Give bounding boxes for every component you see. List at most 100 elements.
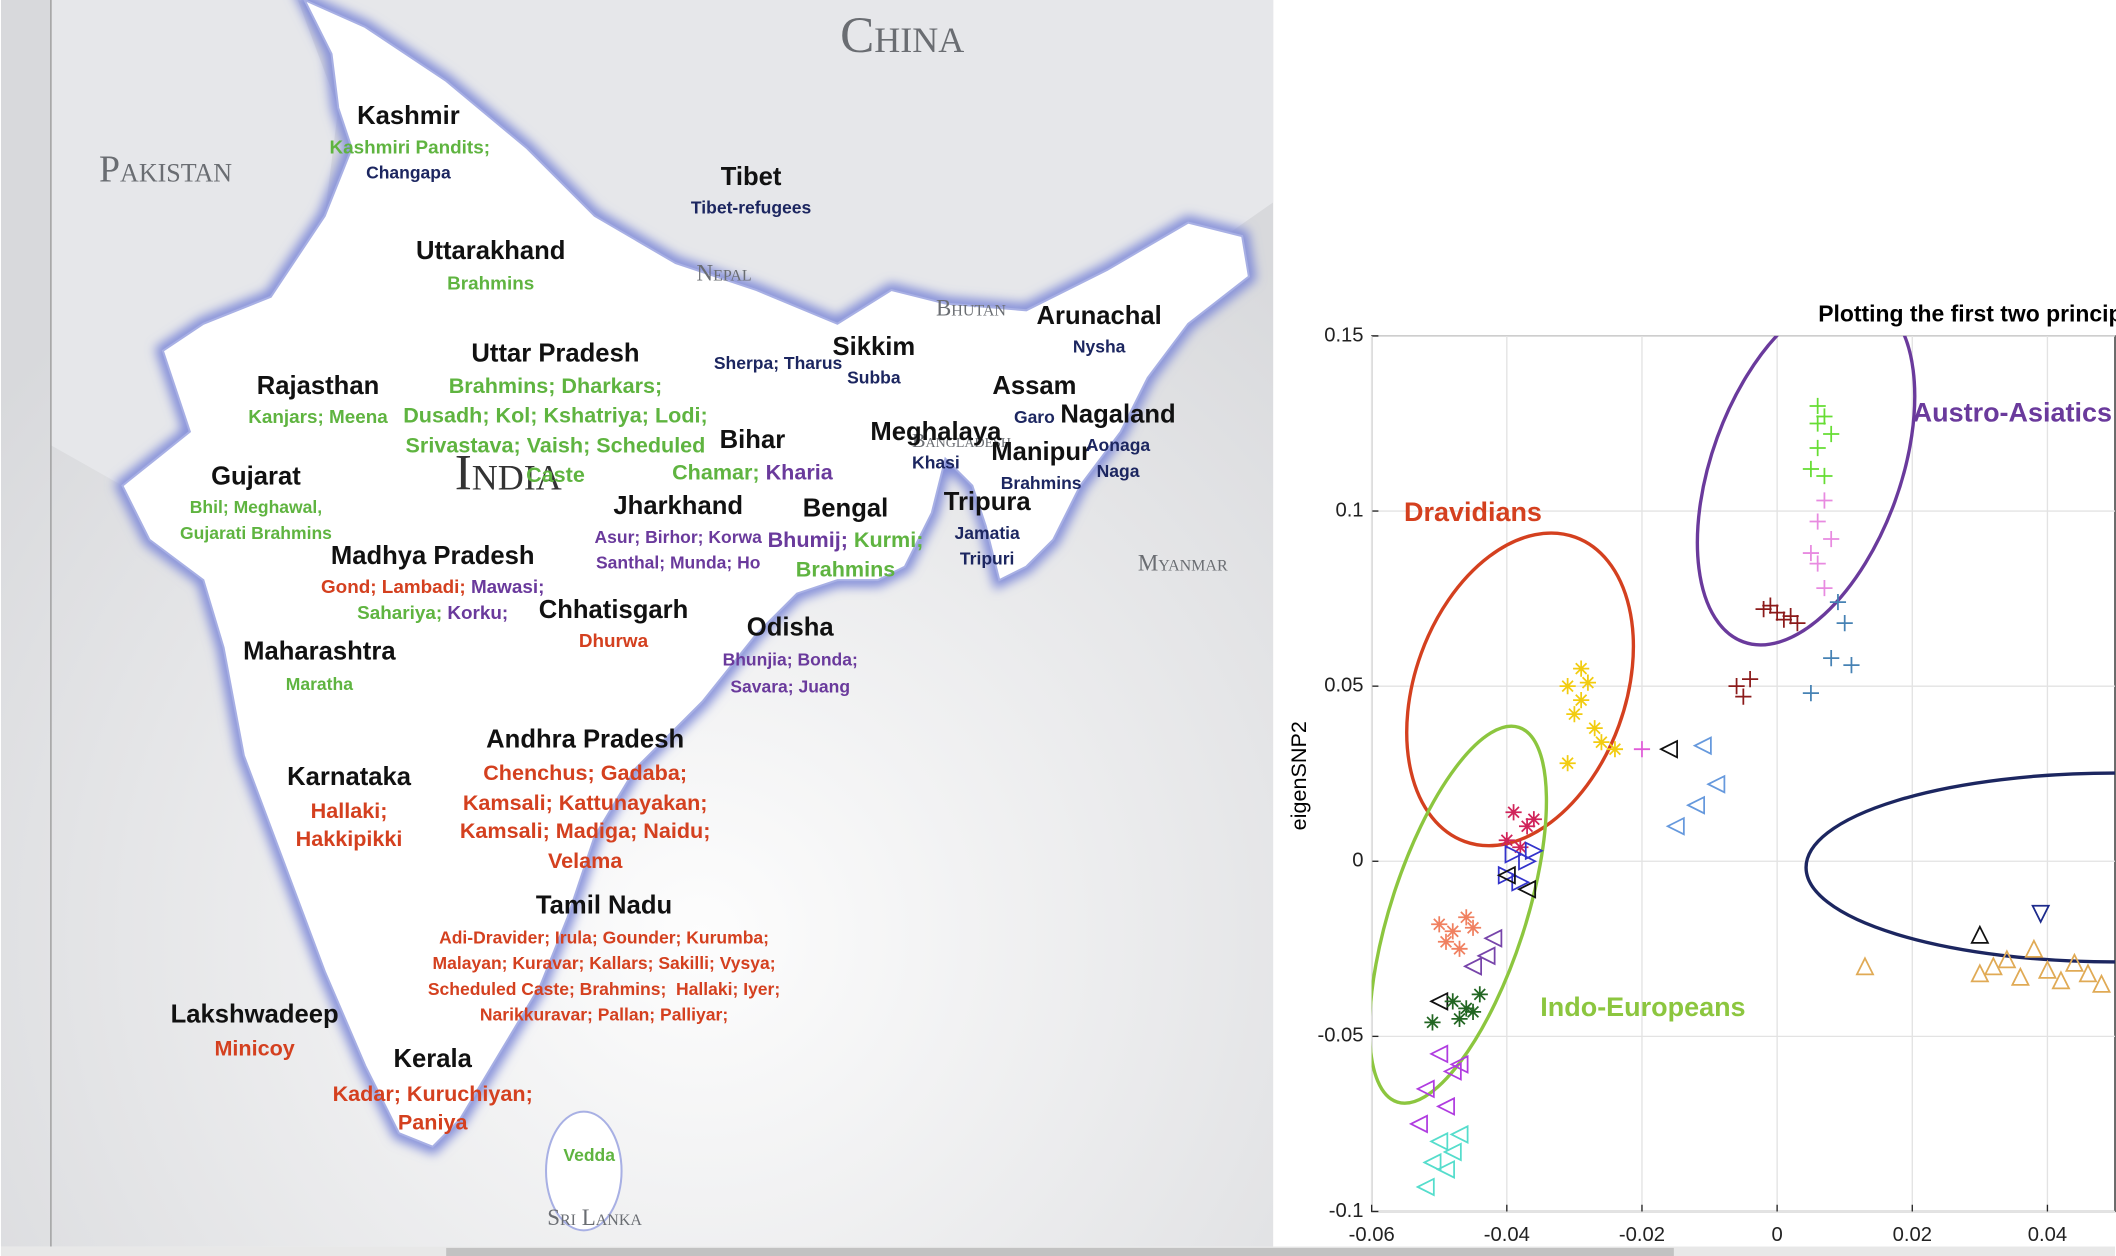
point [1442, 1142, 1462, 1162]
group-label: Maratha [286, 674, 353, 694]
point [1823, 650, 1840, 667]
point [1566, 706, 1583, 723]
region-label: Tamil Nadu [536, 891, 672, 919]
point [1802, 685, 1820, 702]
group-label: Changapa [366, 163, 451, 183]
y-tick-label: 0.15 [1324, 324, 1363, 346]
scrollbar-thumb[interactable] [446, 1247, 1674, 1256]
point [1451, 940, 1468, 957]
group-label: Vedda [563, 1145, 615, 1165]
region-label: Kashmir [357, 102, 460, 130]
region-label: Bengal [803, 495, 888, 523]
region-label: Bihar [720, 426, 786, 454]
point [1525, 811, 1542, 828]
point [1809, 513, 1826, 530]
point [1462, 956, 1483, 976]
group-label: Srivastava; Vaish; Scheduled [406, 432, 706, 457]
point [1415, 1079, 1435, 1099]
point [1782, 608, 1799, 625]
point [1829, 593, 1847, 611]
y-tick-label: 0.05 [1324, 674, 1363, 696]
x-tick-label: -0.06 [1349, 1224, 1395, 1246]
point [1692, 736, 1712, 756]
point [1809, 415, 1826, 432]
group-label: Caste [526, 462, 585, 487]
point [1464, 1003, 1482, 1020]
x-tick-label: 0.02 [1893, 1224, 1932, 1246]
group-label: Adi-Dravider; Irula; Gounder; Kurumba; [439, 928, 769, 948]
point [1458, 909, 1475, 926]
point [1458, 1000, 1475, 1017]
ellipses [1371, 335, 2116, 1105]
group-label: Bhunjia; Bonda; [723, 650, 858, 670]
region-label: Nagaland [1060, 400, 1175, 428]
group-label: Kadar; Kuruchiyan; [333, 1081, 533, 1106]
point [1579, 674, 1597, 691]
region-label: Tibet [721, 163, 782, 191]
point [1789, 615, 1806, 632]
region-label: Tripura [944, 488, 1032, 516]
y-tick-label: -0.05 [1317, 1025, 1363, 1047]
sri-lanka-land [545, 1110, 623, 1232]
point [1809, 555, 1826, 572]
group-part: Kurmi; [854, 527, 924, 552]
region-label: Chhatisgarh [539, 596, 689, 624]
point [2024, 938, 2044, 958]
group-label: Narikkuravar; Pallan; Palliyar; [480, 1004, 728, 1024]
group-label: Gond; Lambadi; Mawasi; [321, 577, 544, 598]
point [1685, 795, 1706, 815]
point [1573, 692, 1590, 709]
region-label: Kerala [394, 1045, 473, 1073]
point [1424, 1014, 1441, 1031]
group-label: Paniya [398, 1109, 469, 1134]
point [1437, 933, 1455, 950]
point [2031, 904, 2051, 924]
group-label: Garo [1014, 407, 1055, 427]
group-label: Brahmins [447, 274, 534, 295]
group-label: Malayan; Kuravar; Kallars; Sakilli; Vysy… [433, 953, 776, 973]
point [2078, 963, 2098, 983]
group-label: Scheduled Caste; Brahmins; Hallaki; Iyer… [428, 979, 780, 999]
country-label: India [455, 444, 562, 501]
country-label: China [840, 7, 964, 64]
region-label: Meghalaya [870, 418, 1002, 446]
point [1593, 734, 1610, 751]
point [1665, 816, 1685, 836]
group-label: Tibet-refugees [691, 198, 812, 218]
region-label: Madhya Pradesh [331, 542, 535, 570]
country-label: Sri Lanka [547, 1205, 642, 1230]
region-label: Uttarakhand [416, 237, 566, 265]
group-label: Hallaki; [311, 798, 388, 823]
group-label: Kashmiri Pandits; [330, 137, 490, 158]
annotation: Austro-Asiatics [1913, 397, 2112, 427]
neighbor-land [0, 0, 1274, 486]
point [1633, 741, 1651, 758]
group-label: Aonaga [1086, 435, 1150, 455]
point [1429, 1044, 1449, 1064]
point [1512, 839, 1529, 856]
point [1970, 963, 1990, 983]
point [2037, 959, 2057, 979]
chart: Plotting the first two princip eigenSNP2… [1286, 301, 2116, 1246]
point [1518, 818, 1536, 835]
point [1983, 956, 2003, 976]
group-label: Sahariya; Korku; [357, 603, 508, 624]
annotation: Dravidians [1404, 497, 1542, 527]
group-label: Brahmins [1001, 473, 1082, 493]
group-label: Subba [847, 368, 901, 388]
point [1483, 928, 1503, 948]
group-label: Brahmins; Dharkars; [449, 373, 662, 398]
group-label: Kamsali; Madiga; Naidu; [460, 818, 711, 843]
point [1429, 1131, 1449, 1151]
point [1816, 408, 1833, 425]
point [1444, 993, 1461, 1010]
group-label: Tripuri [960, 548, 1015, 568]
point [1496, 865, 1516, 885]
group-label: Gujarati Brahmins [180, 523, 332, 543]
region-label: Assam [992, 372, 1076, 400]
group-label: Dhurwa [579, 631, 649, 652]
group-label: Kanjars; Meena [248, 407, 388, 428]
point [2051, 970, 2071, 990]
x-tick-label: -0.04 [1484, 1224, 1530, 1246]
